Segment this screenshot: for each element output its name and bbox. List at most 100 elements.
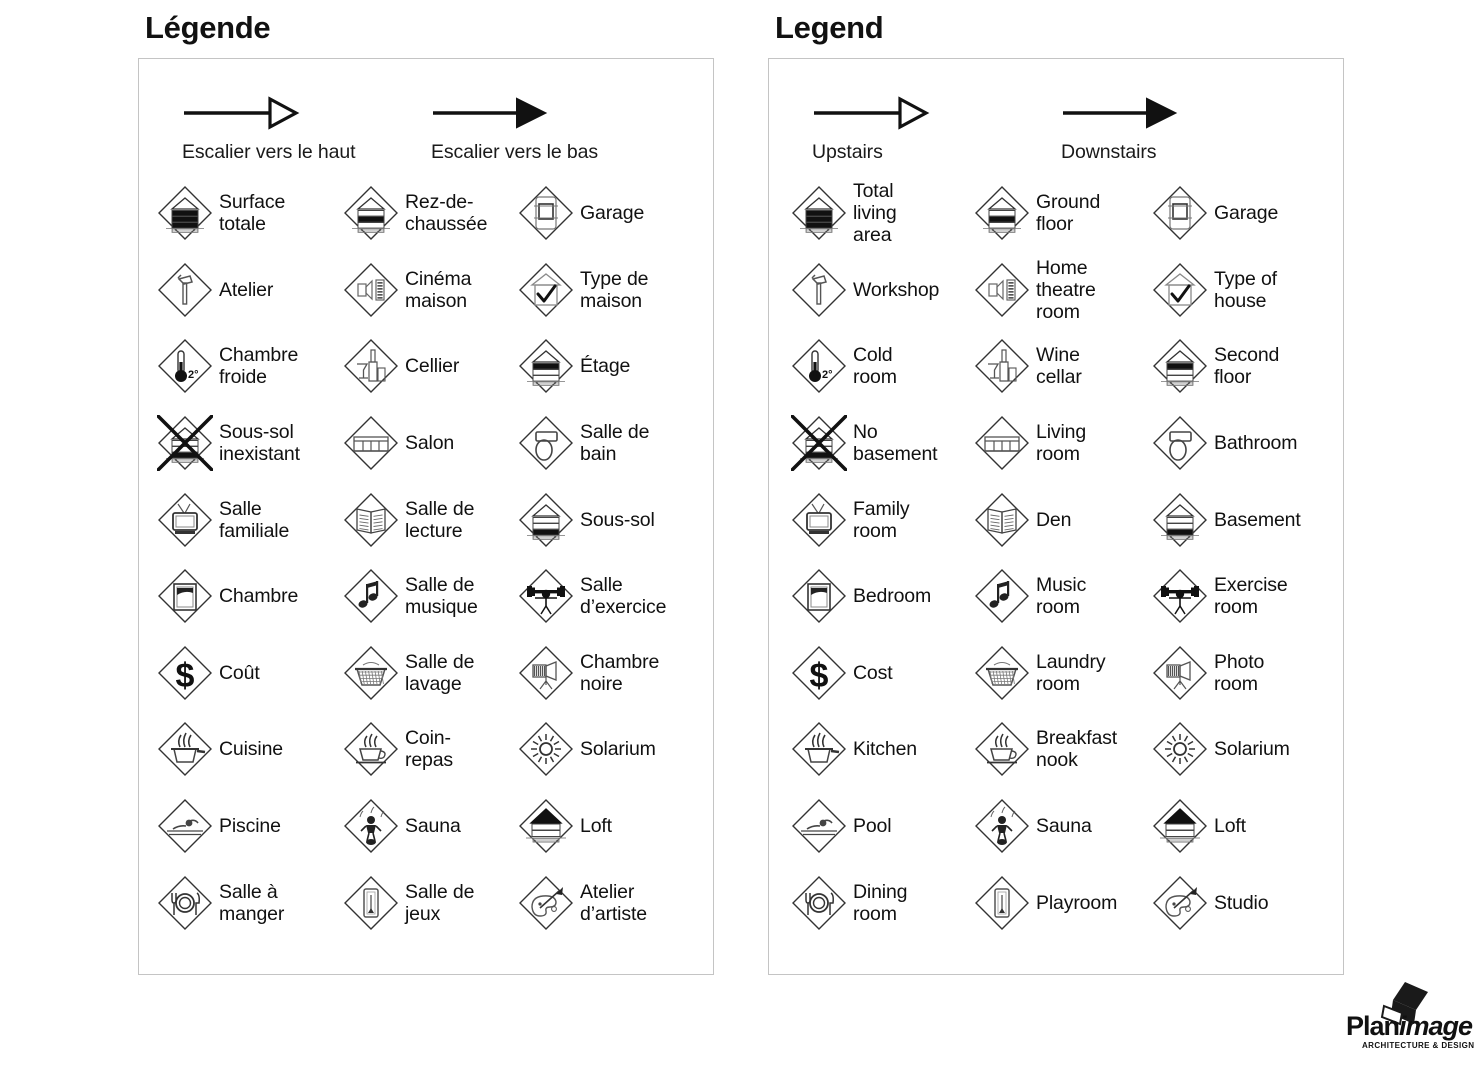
legend-item: Atelier d’artiste	[500, 864, 715, 941]
planimage-logo: Planimage ARCHITECTURE & DESIGN	[1340, 982, 1474, 1069]
legend-grid-french: Surface totale Rez-de-chaussée Garage Atelie…	[139, 175, 713, 941]
legend-item-label: Salle de jeux	[405, 880, 475, 925]
legend-item-label: Surface totale	[219, 191, 286, 236]
book-icon	[974, 492, 1030, 548]
legend-item-label: Family room	[853, 497, 910, 542]
house-no-basement-icon	[157, 415, 213, 472]
palette-icon	[1152, 875, 1208, 931]
legend-item: Pool	[769, 788, 952, 865]
dining-icon	[791, 875, 847, 931]
legend-item-label: Salle familiale	[219, 497, 290, 542]
legend-item-label: Dining room	[853, 880, 908, 925]
legend-item: Salle de lecture	[325, 481, 500, 558]
legend-item: Cinéma maison	[325, 252, 500, 329]
sofa-icon	[974, 415, 1030, 471]
legend-item: Sauna	[325, 788, 500, 865]
television-icon	[791, 492, 847, 548]
legend-item: Chambre	[139, 558, 325, 635]
music-note-icon	[343, 568, 399, 624]
svg-text:2°: 2°	[822, 369, 833, 381]
legend-item: Basement	[1130, 481, 1345, 558]
legend-item: Wine cellar	[952, 328, 1130, 405]
toilet-icon	[1152, 415, 1208, 471]
playroom-icon	[974, 875, 1030, 931]
house-check-icon	[518, 262, 574, 318]
legend-item: Kitchen	[769, 711, 952, 788]
legend-item: Atelier	[139, 252, 325, 329]
house-second-icon	[518, 338, 574, 394]
legend-item-label: Total living area	[853, 180, 897, 247]
logo-word-plan: Plan	[1346, 1011, 1400, 1041]
playroom-icon	[343, 875, 399, 931]
dollar-icon: $	[791, 645, 847, 701]
legend-item-label: Piscine	[219, 815, 281, 838]
legend-item: Salle de jeux	[325, 864, 500, 941]
legend-item: Home theatre room	[952, 252, 1130, 329]
book-icon	[343, 492, 399, 548]
legend-item-label: Music room	[1036, 574, 1087, 619]
legend-item-label: Garage	[580, 202, 645, 225]
pot-icon	[791, 721, 847, 777]
legend-item: Cellier	[325, 328, 500, 405]
legend-item: Family room	[769, 481, 952, 558]
legend-item-label: Playroom	[1036, 891, 1118, 914]
swimmer-icon	[791, 798, 847, 854]
legend-box-english: Upstairs Downstairs Total living area Groun…	[768, 58, 1344, 975]
legend-item-label: Basement	[1214, 508, 1301, 531]
legend-item: Music room	[952, 558, 1130, 635]
legend-item-label: Salle à manger	[219, 880, 285, 925]
legend-item-label: Chambre froide	[219, 344, 299, 389]
arrow-down-filled-icon	[1061, 97, 1179, 135]
stairs-down-label: Escalier vers le bas	[431, 141, 599, 163]
stairs-down-entry: Escalier vers le bas	[386, 95, 633, 163]
legend-item: Chambre noire	[500, 635, 715, 712]
legend-item-label: Loft	[580, 815, 612, 838]
sofa-icon	[343, 415, 399, 471]
page-title-french: Légende	[145, 10, 271, 45]
pot-icon	[157, 721, 213, 777]
sauna-icon	[343, 798, 399, 854]
legend-item: Coin-repas	[325, 711, 500, 788]
legend-item: Garage	[500, 175, 715, 252]
stairs-down-label: Downstairs	[1061, 141, 1157, 163]
stairs-up-entry: Escalier vers le haut	[139, 95, 386, 163]
legend-item-label: Atelier	[219, 278, 274, 301]
house-no-basement-icon	[791, 415, 847, 472]
legend-item-label: Salon	[405, 432, 455, 455]
sun-icon	[518, 721, 574, 777]
legend-item-label: Exercise room	[1214, 574, 1288, 619]
legend-item: Playroom	[952, 864, 1130, 941]
legend-item-label: Coût	[219, 661, 260, 684]
legend-item-label: Loft	[1214, 815, 1246, 838]
legend-item: Surface totale	[139, 175, 325, 252]
wine-icon	[343, 338, 399, 394]
legend-item-label: Sauna	[1036, 815, 1092, 838]
legend-item: Salle d’exercice	[500, 558, 715, 635]
house-second-icon	[1152, 338, 1208, 394]
legend-item: Bedroom	[769, 558, 952, 635]
logo-wordmark: Planimage	[1346, 1011, 1473, 1041]
legend-item-label: Cuisine	[219, 738, 283, 761]
legend-item: Solarium	[1130, 711, 1345, 788]
legend-item-label: Sous-sol inexistant	[219, 421, 300, 466]
planimage-roof-mark-icon	[1380, 980, 1436, 1031]
legend-item-label: Ground floor	[1036, 191, 1101, 236]
photo-enlarger-icon	[518, 645, 574, 701]
legend-item-label: Coin-repas	[405, 727, 454, 772]
music-note-icon	[974, 568, 1030, 624]
legend-item: Piscine	[139, 788, 325, 865]
legend-item-label: Solarium	[580, 738, 656, 761]
legend-item-label: Solarium	[1214, 738, 1290, 761]
legend-panel-french: Légende Escalier vers le haut Escalier v…	[138, 0, 714, 975]
stair-arrows-english: Upstairs Downstairs	[769, 95, 1343, 163]
legend-item: Workshop	[769, 252, 952, 329]
home-theatre-icon	[974, 262, 1030, 318]
legend-box-french: Escalier vers le haut Escalier vers le b…	[138, 58, 714, 975]
hammer-icon	[157, 262, 213, 318]
legend-item: Type of house	[1130, 252, 1345, 329]
legend-item: Dining room	[769, 864, 952, 941]
coffee-cup-icon	[974, 721, 1030, 777]
legend-item-label: Salle de lecture	[405, 497, 475, 542]
laundry-basket-icon	[974, 645, 1030, 701]
legend-item: Rez-de-chaussée	[325, 175, 500, 252]
